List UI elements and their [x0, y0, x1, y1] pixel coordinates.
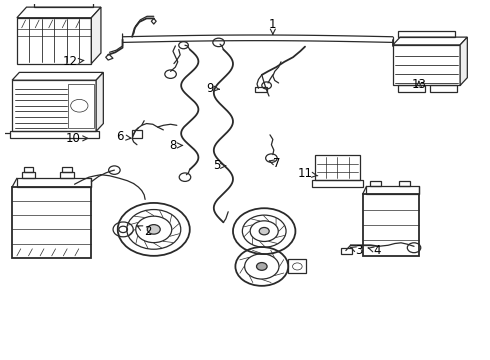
Bar [370, 181, 381, 186]
Bar [363, 194, 419, 256]
Text: 10: 10 [66, 132, 88, 145]
Bar [288, 259, 306, 274]
Text: 12: 12 [63, 55, 84, 68]
Bar [69, 84, 94, 128]
Text: 7: 7 [269, 157, 280, 170]
Bar [315, 155, 360, 180]
Text: 11: 11 [297, 167, 318, 180]
Bar [62, 167, 72, 172]
Bar [22, 172, 35, 178]
Bar [255, 86, 267, 92]
Text: 4: 4 [368, 244, 381, 257]
Circle shape [259, 228, 269, 235]
Polygon shape [460, 37, 467, 85]
Bar [132, 130, 142, 138]
Bar [430, 85, 457, 92]
Bar [341, 248, 352, 254]
Polygon shape [393, 37, 467, 45]
Bar [34, 0, 94, 7]
Bar [10, 131, 98, 138]
Text: 8: 8 [170, 139, 183, 152]
Bar [12, 80, 96, 131]
Bar [12, 187, 91, 258]
Bar [312, 180, 363, 187]
Bar [393, 45, 460, 85]
Polygon shape [12, 72, 103, 80]
Bar [24, 167, 33, 172]
Text: 3: 3 [350, 244, 363, 257]
Bar [398, 85, 425, 92]
Polygon shape [91, 7, 101, 64]
Circle shape [147, 225, 160, 234]
Text: 1: 1 [269, 18, 276, 35]
Text: 5: 5 [213, 159, 226, 172]
Bar [399, 181, 410, 186]
Bar [17, 18, 91, 64]
Polygon shape [96, 72, 103, 131]
Bar [17, 178, 91, 187]
Polygon shape [17, 7, 101, 18]
Text: 2: 2 [137, 225, 152, 238]
Bar [367, 186, 419, 194]
Bar [398, 31, 455, 37]
Circle shape [257, 262, 267, 270]
Text: 6: 6 [117, 130, 131, 143]
Text: 13: 13 [412, 78, 426, 91]
Bar [60, 172, 74, 178]
Text: 9: 9 [206, 82, 220, 95]
